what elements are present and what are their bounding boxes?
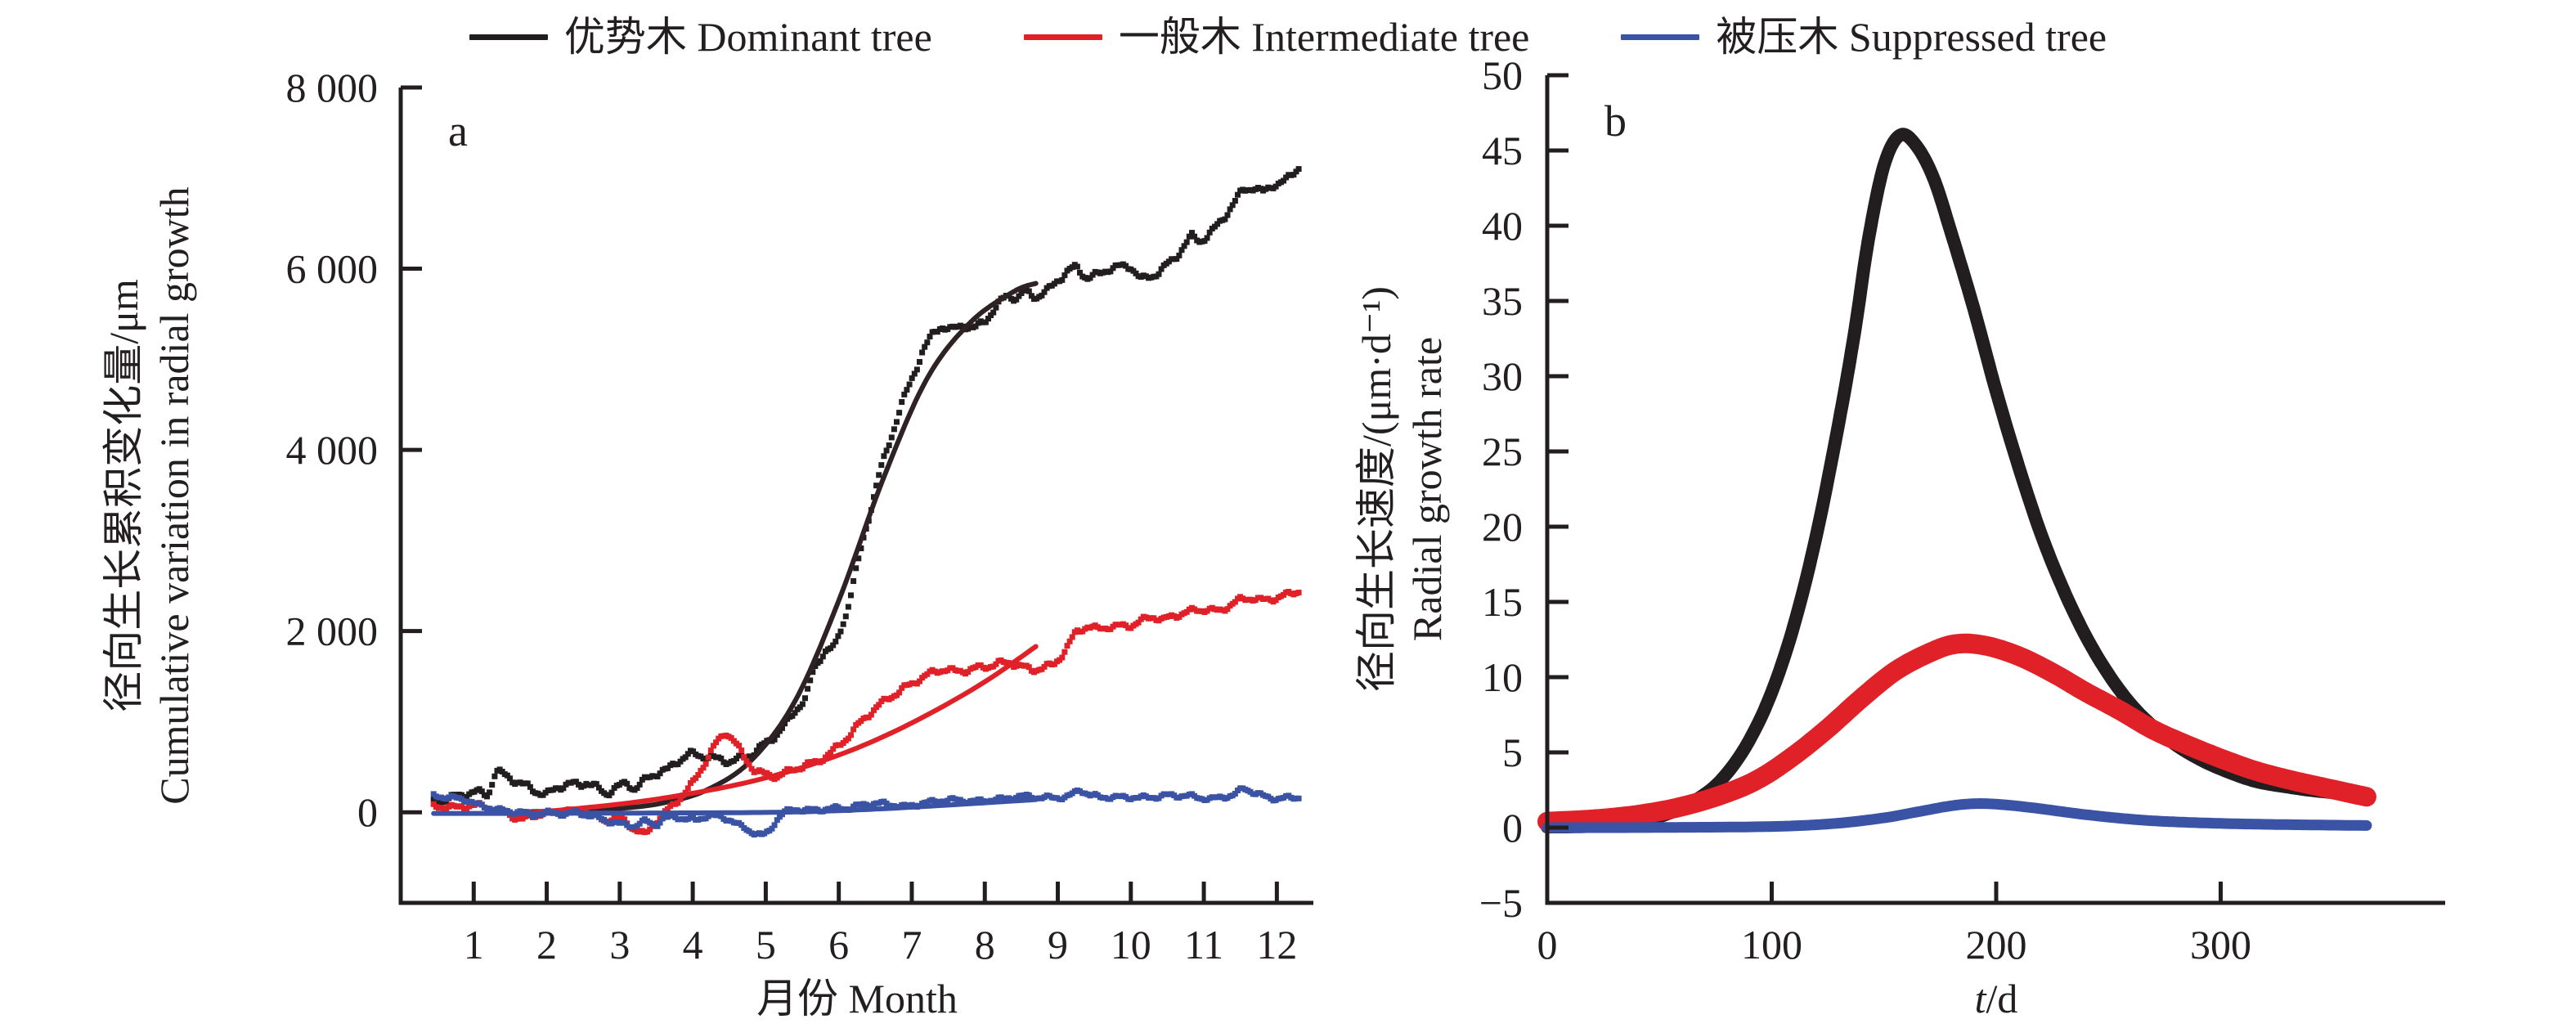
y-tick-label-b: 25 [1482,429,1523,474]
x-tick-label-b: 300 [2190,922,2251,967]
panel-a-letter: a [448,106,468,155]
y-tick-label-b: 50 [1482,52,1523,98]
y-tick-label-a: 8 000 [286,65,379,110]
y-tick-label-b: 20 [1482,504,1523,550]
series-b-2 [1542,798,2372,833]
legend-item-intermediate: 一般木 Intermediate tree [1023,14,1530,60]
series-b-0 [1541,128,2373,834]
panel-b-ylabel-cn: 径向生长速度/(μm·d⁻¹) [1353,286,1399,692]
panel-a-xlabel: 月份 Month [756,976,958,1021]
legend-line-suppressed-icon [1621,34,1700,40]
y-tick-label-b: 0 [1502,805,1523,851]
panel-b-ylabel-en: Radial growth rate [1404,337,1450,641]
panel-a-ylabel-en: Cumulative variation in radial growth [151,186,197,804]
x-tick-label-a: 3 [609,922,630,967]
y-tick-label-b: 10 [1482,654,1523,700]
x-tick-label-b: 100 [1741,922,1802,967]
y-tick-label-b: 30 [1482,353,1523,399]
series-a-1 [529,281,1039,815]
y-tick-label-a: 0 [357,789,378,835]
x-tick-label-a: 9 [1048,922,1068,967]
x-tick-label-a: 7 [901,922,922,967]
panel-a-ylabel-cn: 径向生长累积变化量/μm [101,279,146,712]
panel-b-letter: b [1604,97,1627,146]
x-tick-label-a: 6 [828,922,849,967]
y-tick-label-b: −5 [1479,880,1523,926]
panel-b-plot: −5 0 5 10 15 20 25 30 35 40 45 50 0 100 200 300 [1479,52,2445,967]
y-tick-label-b: 45 [1482,128,1523,173]
x-tick-label-b: 200 [1966,922,2027,967]
y-tick-label-b: 40 [1482,203,1523,249]
x-tick-label-a: 11 [1184,922,1223,967]
y-tick-label-a: 6 000 [286,246,379,292]
series-b-1 [1537,633,2376,832]
series-a-3 [514,644,1039,816]
y-tick-label-b: 5 [1502,729,1523,775]
legend-line-dominant-icon [469,34,548,40]
x-tick-label-a: 1 [464,922,484,967]
legend-label-suppressed: 被压木 Suppressed tree [1716,14,2107,60]
y-tick-label-a: 2 000 [286,608,379,654]
x-tick-label-a: 10 [1111,922,1151,967]
x-tick-label-a: 8 [975,922,995,967]
panel-b-xlabel: t/d [1975,976,2018,1021]
y-tick-label-a: 4 000 [286,427,379,473]
x-tick-label-a: 5 [756,922,776,967]
series-a-2 [430,589,1302,836]
x-tick-label-b: 0 [1537,922,1558,967]
x-tick-label-a: 12 [1256,922,1297,967]
legend-item-dominant: 优势木 Dominant tree [469,16,932,57]
series-a-0 [430,166,1302,806]
legend-item-suppressed: 被压木 Suppressed tree [1621,16,2107,57]
y-tick-label-b: 15 [1482,579,1523,625]
legend-line-intermediate-icon [1023,34,1102,40]
y-tick-label-b: 35 [1482,278,1523,324]
legend-label-dominant: 优势木 Dominant tree [563,14,932,60]
series-a-5 [431,797,1039,816]
legend-label-intermediate: 一般木 Intermediate tree [1118,14,1530,60]
x-tick-label-a: 2 [536,922,557,967]
figure-legend: 优势木 Dominant tree 一般木 Intermediate tree … [0,8,2576,65]
x-tick-label-a: 4 [683,922,703,967]
